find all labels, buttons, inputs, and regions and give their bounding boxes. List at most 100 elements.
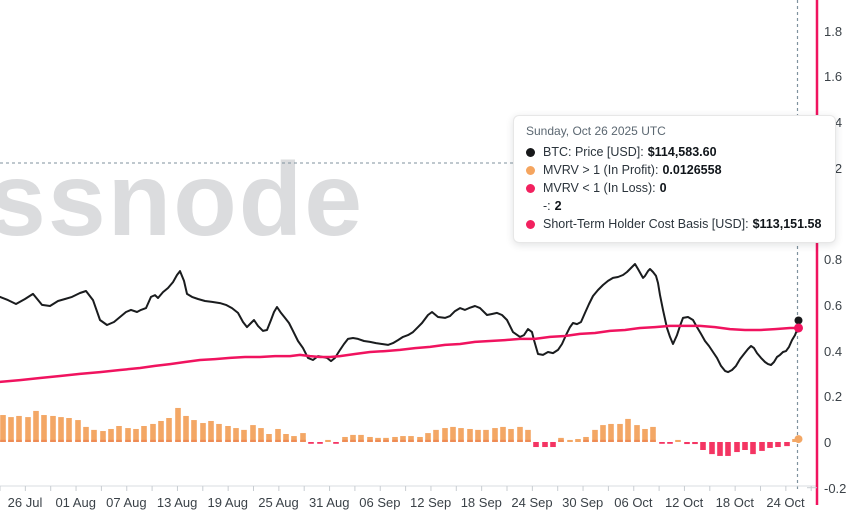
mvrv-profit-bar: [642, 428, 648, 442]
mvrv-profit-bar-base: [517, 439, 523, 442]
tooltip: Sunday, Oct 26 2025 UTC BTC: Price [USD]…: [513, 115, 837, 243]
mvrv-profit-bar: [650, 426, 656, 442]
mvrv-profit-bar: [33, 410, 39, 442]
mvrv-profit-bar-base: [367, 439, 373, 442]
mvrv-profit-bar: [617, 423, 623, 442]
tooltip-row-mvrv-loss: MVRV < 1 (In Loss): 0: [526, 179, 821, 197]
x-axis-label: 01 Aug: [55, 495, 96, 510]
mvrv-profit-bar-base: [508, 439, 514, 442]
mvrv-profit-bar-base: [125, 439, 131, 442]
mvrv-profit-bar-base: [283, 439, 289, 442]
x-axis-label: 19 Aug: [207, 495, 249, 510]
mvrv-profit-bar-base: [458, 439, 464, 442]
mvrv-profit-bar-base: [583, 439, 589, 442]
tooltip-label: Short-Term Holder Cost Basis [USD]:: [543, 217, 749, 231]
mvrv-profit-bar: [25, 417, 31, 442]
axes: [0, 0, 819, 505]
mvrv-loss-bar: [684, 442, 690, 445]
mvrv-profit-bar-base: [158, 439, 164, 442]
mvrv-profit-bar: [291, 436, 297, 442]
mvrv-profit-bar: [183, 415, 189, 442]
tooltip-label: MVRV > 1 (In Profit):: [543, 163, 659, 177]
mvrv-profit-bar: [517, 426, 523, 442]
mvrv-profit-bar-base: [342, 439, 348, 442]
mvrv-loss-bar: [734, 442, 740, 453]
mvrv-profit-bar-base: [608, 439, 614, 442]
mvrv-profit-bar-base: [116, 439, 122, 442]
tooltip-label: MVRV < 1 (In Loss):: [543, 181, 656, 195]
mvrv-profit-bar-base: [433, 439, 439, 442]
mvrv-profit-bar: [233, 428, 239, 442]
glassnode-watermark: ssnode: [0, 142, 365, 258]
x-axis-label: 13 Aug: [156, 495, 198, 510]
mvrv-profit-bar: [325, 439, 331, 442]
mvrv-profit-bar-base: [200, 439, 206, 442]
mvrv-profit-bar-base: [300, 439, 306, 442]
tooltip-value: 0: [659, 181, 667, 195]
mvrv-profit-bar-base: [592, 439, 598, 442]
mvrv-loss-bar: [550, 442, 556, 448]
mvrv-loss-bar: [717, 442, 723, 456]
mvrv-loss-bar: [709, 442, 715, 455]
mvrv-profit-bar: [258, 428, 264, 442]
mvrv-profit-bar-base: [275, 439, 281, 442]
mvrv-profit-bar: [158, 420, 164, 442]
series-dot-icon: [526, 147, 535, 157]
mvrv-profit-bar: [275, 428, 281, 442]
mvrv-profit-bar: [175, 407, 181, 442]
tooltip-value: 2: [554, 199, 562, 213]
y-axis-label: 0.4: [824, 343, 843, 359]
mvrv-profit-bar-base: [216, 439, 222, 442]
mvrv-bars: [0, 407, 798, 456]
mvrv-loss-bar: [784, 442, 790, 447]
mvrv-profit-bar: [191, 420, 197, 442]
mvrv-loss-bar: [533, 442, 539, 448]
mvrv-profit-bar-base: [634, 439, 640, 442]
mvrv-profit-bar: [66, 418, 72, 442]
y-axis-label: 0.8: [824, 252, 843, 268]
mvrv-profit-bar-base: [225, 439, 231, 442]
mvrv-profit-bar: [417, 436, 423, 442]
tooltip-row-btc-price: BTC: Price [USD]: $114,583.60: [526, 143, 821, 161]
y-axis-label: 1.6: [824, 69, 843, 85]
y-axis-label: 0: [824, 435, 832, 450]
mvrv-profit-bar: [108, 428, 114, 442]
mvrv-loss-bar: [759, 442, 765, 451]
mvrv-profit-bar-base: [408, 439, 414, 442]
mvrv-profit-bar: [400, 436, 406, 442]
mvrv-profit-bar-base: [141, 439, 147, 442]
tooltip-row-mvrv-profit: MVRV > 1 (In Profit): 0.0126558: [526, 161, 821, 179]
mvrv-loss-bar: [667, 442, 673, 444]
mvrv-profit-bar-base: [100, 439, 106, 442]
mvrv-profit-bar-base: [642, 439, 648, 442]
mvrv-profit-bar: [408, 436, 414, 442]
tooltip-row-sth-cost-basis: Short-Term Holder Cost Basis [USD]: $113…: [526, 215, 821, 233]
mvrv-profit-bar: [250, 425, 256, 442]
x-axis-label: 18 Oct: [715, 495, 754, 510]
mvrv-loss-bar: [659, 442, 665, 444]
mvrv-profit-bar: [0, 415, 6, 442]
x-axis-label: 07 Aug: [106, 495, 147, 510]
mvrv-profit-bar: [608, 423, 614, 442]
mvrv-profit-bar: [600, 425, 606, 442]
mvrv-profit-bar-base: [233, 439, 239, 442]
mvrv-profit-bar: [133, 428, 139, 442]
mvrv-profit-bar-base: [183, 439, 189, 442]
mvrv-loss-bar: [542, 442, 548, 448]
mvrv-profit-bar: [58, 417, 64, 442]
mvrv-profit-bar-base: [500, 439, 506, 442]
mvrv-profit-bar: [116, 426, 122, 442]
mvrv-profit-bar: [200, 423, 206, 442]
sth-cost-basis-marker: [794, 323, 803, 333]
mvrv-profit-bar-base: [0, 439, 6, 442]
btc-price-marker: [794, 316, 803, 325]
mvrv-profit-bar-base: [467, 439, 473, 442]
mvrv-profit-bar-base: [33, 439, 39, 442]
x-axis-label: 31 Aug: [308, 495, 350, 510]
mvrv-profit-bar: [433, 429, 439, 442]
mvrv-profit-bar-base: [66, 439, 72, 442]
tooltip-value: $113,151.58: [752, 217, 822, 231]
mvrv-profit-bar: [83, 426, 89, 442]
x-axis-label: 12 Sep: [409, 495, 452, 510]
